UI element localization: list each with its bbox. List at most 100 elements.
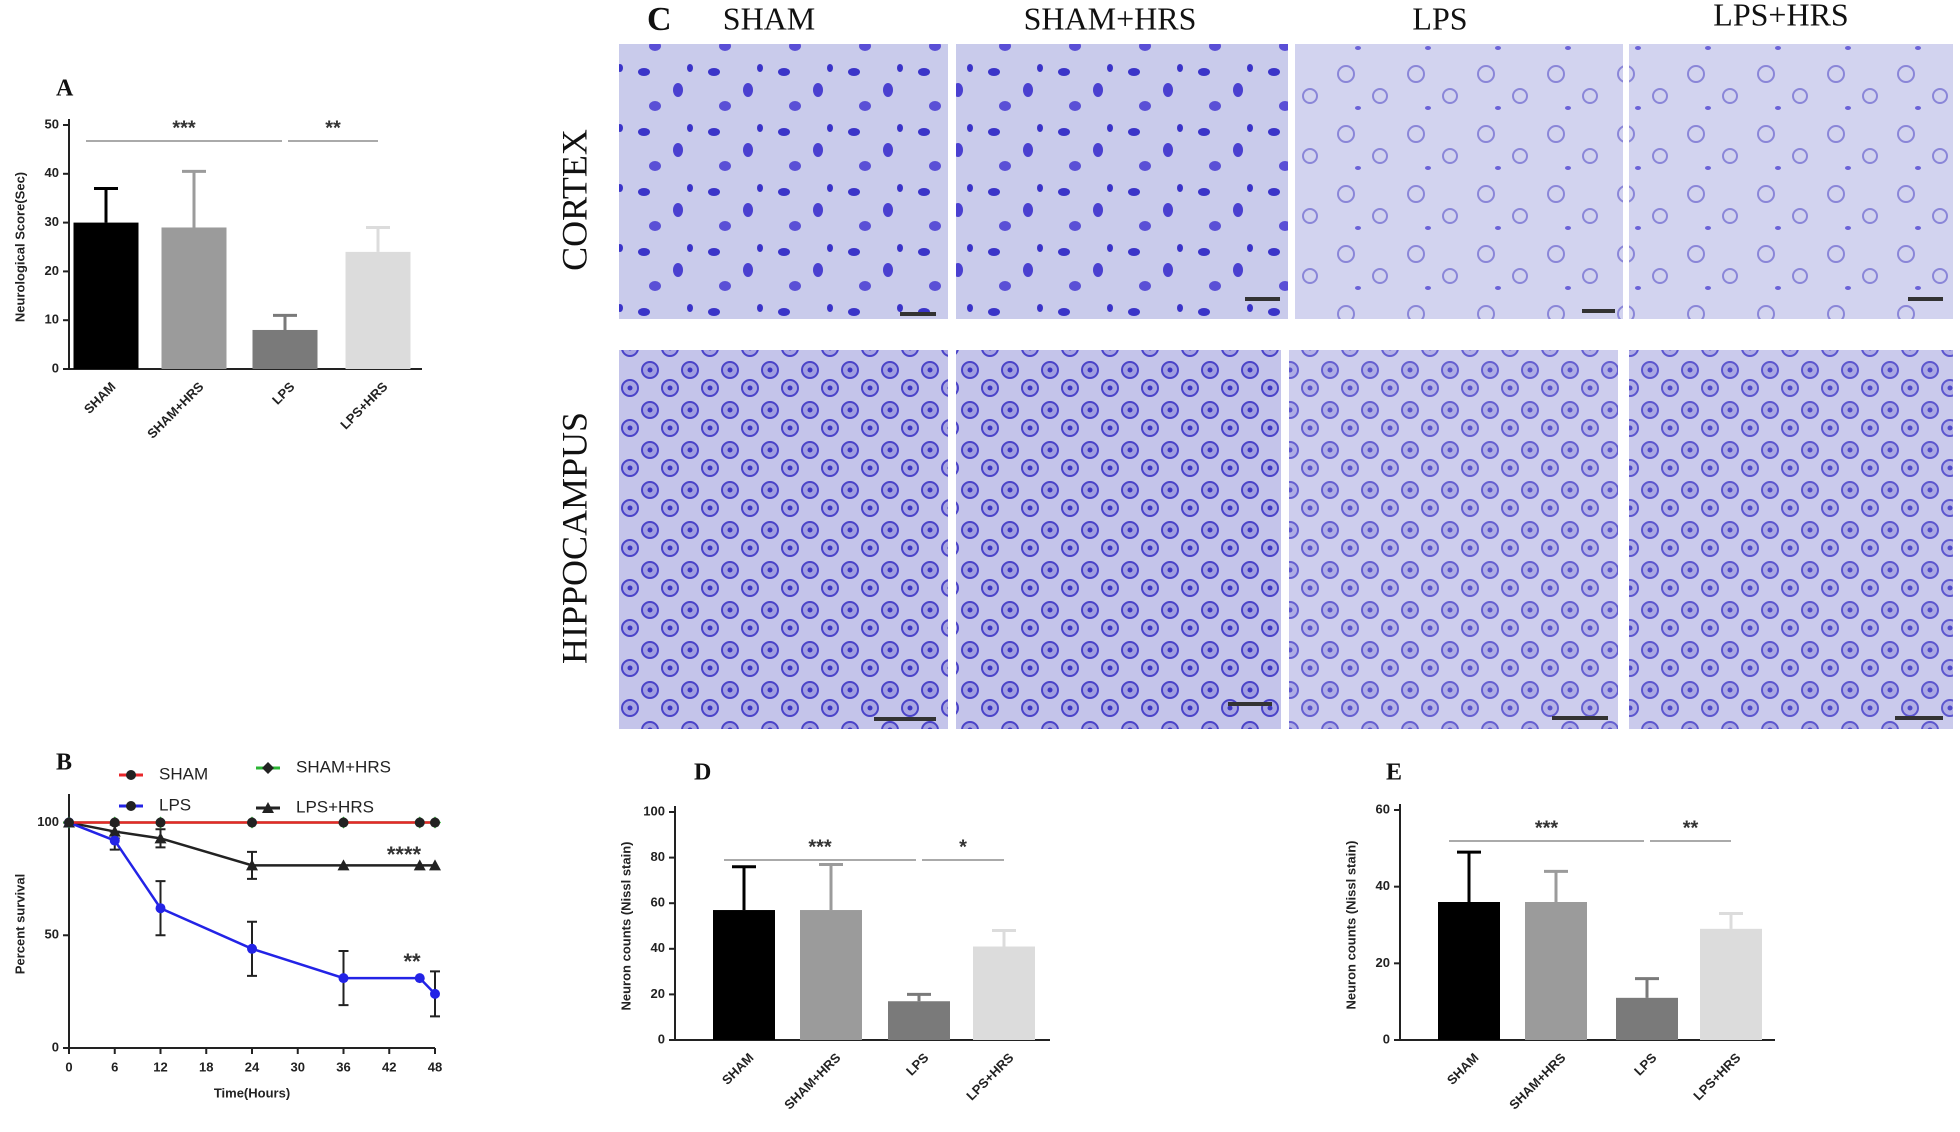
bar [252, 329, 318, 369]
x-tick-label: 36 [336, 1059, 350, 1074]
error-bar [1544, 869, 1568, 902]
x-axis-label: Time(Hours) [214, 1085, 290, 1100]
marker [109, 817, 120, 828]
marker [414, 973, 425, 984]
column-title: LPS [1412, 0, 1467, 36]
row-title: CORTEX [554, 129, 594, 271]
marker [338, 817, 349, 828]
significance-label: *** [1535, 817, 1559, 839]
error-bar [819, 862, 843, 911]
x-tick-label: 12 [153, 1059, 167, 1074]
micrograph [1295, 44, 1623, 319]
micrograph [1289, 350, 1618, 729]
marker [413, 859, 426, 871]
marker [64, 817, 74, 828]
marker [154, 832, 167, 844]
error-bar [1719, 912, 1743, 929]
x-tick-label: 24 [245, 1059, 260, 1074]
bar [73, 222, 139, 369]
x-tick-label: 42 [382, 1059, 396, 1074]
panel-label: C [647, 1, 672, 38]
x-tick-label: LPS [903, 1050, 932, 1079]
x-tick-label: 48 [428, 1059, 442, 1074]
y-tick-label: 100 [37, 814, 59, 829]
bar [800, 910, 862, 1040]
y-axis-label: Neurological Score(Sec) [12, 172, 27, 322]
micrograph [1629, 350, 1953, 729]
bar [1438, 902, 1500, 1040]
marker [430, 988, 440, 999]
error-bar [907, 992, 931, 1002]
significance-label: *** [808, 836, 832, 858]
micrograph [619, 44, 948, 319]
marker [338, 973, 349, 984]
micrograph [1629, 44, 1953, 319]
y-tick-label: 20 [1376, 955, 1390, 970]
y-tick-label: 0 [658, 1031, 665, 1046]
legend-label: LPS+HRS [296, 797, 374, 816]
marker [430, 817, 440, 828]
y-tick-label: 10 [45, 312, 59, 327]
x-tick-label: SHAM+HRS [144, 379, 207, 442]
panel-label: B [56, 750, 72, 776]
column-title: SHAM [723, 0, 815, 36]
y-tick-label: 30 [45, 214, 59, 229]
y-tick-label: 100 [643, 803, 665, 818]
x-tick-label: 30 [291, 1059, 305, 1074]
significance-label: ** [403, 949, 421, 974]
significance-label: ** [325, 117, 341, 139]
y-tick-label: 40 [1376, 878, 1390, 893]
row-title: HIPPOCAMPUS [554, 412, 594, 664]
x-tick-label: 18 [199, 1059, 213, 1074]
x-tick-label: LPS+HRS [1690, 1050, 1743, 1103]
micrograph [956, 350, 1281, 729]
micrograph [619, 350, 948, 729]
x-tick-label: LPS+HRS [337, 379, 390, 432]
error-bar [182, 169, 206, 228]
y-tick-label: 50 [45, 116, 59, 131]
y-tick-label: 50 [45, 927, 59, 942]
y-tick-label: 0 [1383, 1031, 1390, 1046]
x-tick-label: LPS+HRS [963, 1050, 1016, 1103]
x-tick-label: SHAM [81, 379, 119, 417]
marker [155, 903, 166, 914]
x-tick-label: SHAM+HRS [1506, 1050, 1569, 1113]
panel-label: A [56, 76, 74, 102]
legend-label: LPS [159, 795, 191, 814]
marker [246, 859, 258, 871]
significance-label: **** [387, 842, 422, 867]
x-tick-label: SHAM+HRS [781, 1050, 844, 1113]
x-tick-label: LPS [269, 379, 298, 408]
bar [1700, 928, 1762, 1040]
y-tick-label: 60 [651, 895, 665, 910]
error-bar [732, 865, 756, 911]
scale-bars [874, 297, 1943, 721]
marker [414, 817, 425, 828]
y-tick-label: 0 [52, 1039, 59, 1054]
panel-label: D [694, 760, 711, 786]
bar [161, 227, 227, 369]
y-axis-label: Percent survival [12, 874, 27, 974]
column-title: SHAM+HRS [1024, 0, 1197, 36]
bar [1525, 902, 1587, 1040]
significance-label: ** [1683, 817, 1699, 839]
y-tick-label: 60 [1376, 801, 1390, 816]
y-axis-label: Neuron counts (Nissl stain) [1343, 840, 1358, 1009]
marker [429, 859, 441, 871]
y-tick-label: 40 [651, 940, 665, 955]
error-bar [273, 313, 297, 330]
marker [126, 801, 136, 811]
error-bar [366, 225, 390, 252]
panel-label: E [1386, 760, 1402, 786]
bar [973, 946, 1035, 1040]
significance-label: * [959, 836, 967, 858]
marker [109, 835, 120, 846]
x-tick-label: SHAM [719, 1050, 757, 1088]
error-bar [1635, 977, 1659, 998]
marker [155, 817, 166, 828]
marker [262, 762, 274, 774]
legend-label: SHAM+HRS [296, 757, 391, 776]
marker [126, 770, 136, 780]
bar [345, 251, 411, 369]
